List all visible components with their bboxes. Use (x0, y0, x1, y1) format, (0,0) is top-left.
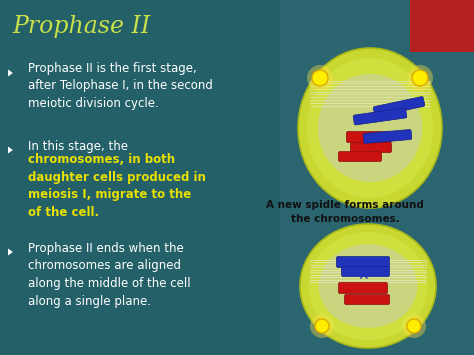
Circle shape (407, 65, 433, 91)
Circle shape (402, 314, 426, 338)
FancyBboxPatch shape (373, 97, 425, 116)
FancyBboxPatch shape (346, 131, 392, 142)
Ellipse shape (318, 74, 422, 182)
Text: Prophase II is the first stage,
after Telophase I, in the second
meiotic divisio: Prophase II is the first stage, after Te… (28, 62, 213, 110)
Bar (0, 0, 280, 355)
FancyBboxPatch shape (363, 130, 412, 143)
FancyBboxPatch shape (341, 267, 390, 277)
Text: A new spidle forms around
the chromosomes.: A new spidle forms around the chromosome… (266, 201, 424, 224)
Ellipse shape (300, 224, 436, 348)
Text: ✕: ✕ (357, 269, 369, 283)
FancyBboxPatch shape (353, 108, 407, 125)
Circle shape (315, 319, 329, 333)
Text: In this stage, the: In this stage, the (28, 140, 128, 153)
Polygon shape (8, 248, 13, 256)
Circle shape (412, 70, 428, 86)
Ellipse shape (307, 58, 433, 198)
Text: Prophase II: Prophase II (12, 15, 150, 38)
Circle shape (310, 314, 334, 338)
Text: ✕: ✕ (354, 142, 366, 158)
Text: Prophase II ends when the
chromosomes are aligned
along the middle of the cell
a: Prophase II ends when the chromosomes ar… (28, 242, 191, 307)
Circle shape (307, 65, 333, 91)
FancyBboxPatch shape (345, 295, 390, 305)
FancyBboxPatch shape (350, 142, 392, 153)
Polygon shape (8, 147, 13, 153)
Ellipse shape (319, 244, 417, 328)
Text: chromosomes, in both
daughter cells produced in
meiosis I, migrate to the
of the: chromosomes, in both daughter cells prod… (28, 153, 206, 218)
FancyBboxPatch shape (338, 283, 388, 294)
Polygon shape (8, 70, 13, 76)
FancyBboxPatch shape (338, 152, 382, 162)
Circle shape (312, 70, 328, 86)
Ellipse shape (298, 48, 442, 208)
FancyBboxPatch shape (337, 257, 390, 268)
Bar (410, 0, 474, 52)
Circle shape (407, 319, 421, 333)
Ellipse shape (309, 232, 428, 340)
